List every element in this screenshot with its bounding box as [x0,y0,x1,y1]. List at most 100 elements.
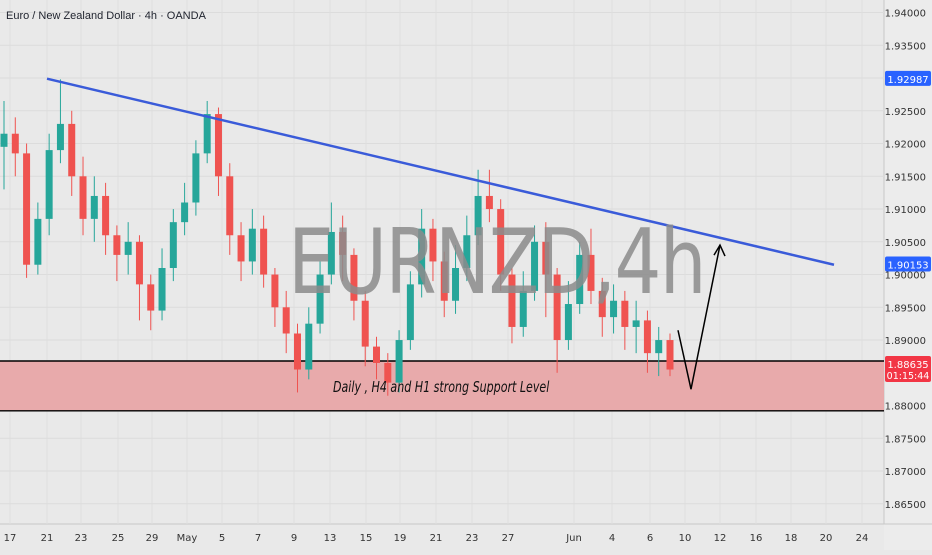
candle-body [632,320,640,327]
candle-body [440,261,448,301]
candle-body [463,235,471,268]
candle-body [316,274,324,324]
candle-body [158,268,166,311]
y-tick-label: 1.89000 [885,336,926,347]
y-tick-label: 1.91500 [885,172,926,183]
candle-body [192,153,200,203]
candle-body [361,300,369,347]
y-tick-label: 1.94000 [885,9,926,20]
candle-body [553,274,561,341]
candle-body [508,274,516,327]
x-tick-label: 13 [324,533,337,544]
candle-body [384,362,392,383]
candle-body [621,300,629,327]
y-tick-label: 1.86500 [885,500,926,511]
candle-body [56,123,64,151]
candle-body [531,241,539,291]
y-tick-label: 1.91000 [885,205,926,216]
x-tick-label: 23 [466,533,479,544]
candle-body [68,123,76,177]
chart-title: Euro / New Zealand Dollar · 4h · OANDA [6,10,206,22]
y-tick-label: 1.90000 [885,271,926,282]
candle-body [564,304,572,341]
candle-body [666,340,674,370]
candle-body [305,323,313,370]
candle-body [327,231,335,275]
x-tick-label: 7 [255,533,261,544]
candle-body [429,228,437,262]
top-level-price-label-bg [885,70,931,86]
candle-body [474,195,482,236]
y-tick-label: 1.87000 [885,467,926,478]
candle-body [45,150,53,219]
candle-body [282,307,290,334]
candle-body [0,133,8,147]
candle-body [214,114,222,177]
y-tick-label: 1.92500 [885,107,926,118]
candle-body [598,290,606,318]
candle-body [124,241,132,255]
descending-trendline [46,77,835,266]
projection-arrow-path [677,244,721,390]
candle-body [248,228,256,262]
candle-body [485,195,493,210]
x-tick-label: 4 [609,533,615,544]
candle-body [339,231,347,255]
candle-body [293,333,301,370]
x-tick-label: 16 [750,533,763,544]
candle-body [102,195,110,236]
current-price-label-countdown: 01:15:44 [887,371,930,382]
top-level-price-label: 1.92987 [887,75,928,86]
x-tick-label: 20 [820,533,833,544]
candle-body [203,114,211,154]
candle-body [260,228,268,275]
candle-body [23,153,31,265]
candle-body [181,202,189,223]
x-tick-label: 15 [360,533,373,544]
candle-body [655,340,663,354]
x-tick-label: 19 [394,533,407,544]
candle-body [418,228,426,285]
candle-body [406,284,414,341]
candle-body [271,274,279,308]
x-tick-label: 21 [430,533,443,544]
x-tick-label: 10 [679,533,692,544]
support-zone-label: Daily , H4 and H1 strong Support Level [333,378,550,396]
trendline-price-label-bg [885,256,931,272]
candle-body [226,176,234,236]
candle-body [79,176,87,219]
x-tick-label: 21 [41,533,54,544]
candle-body [34,218,42,265]
candle-body [147,284,155,311]
candle-body [11,133,19,154]
candle-body [542,241,550,275]
x-tick-label: 29 [146,533,159,544]
candle-body [519,290,527,327]
y-tick-label: 1.88000 [885,402,926,413]
candle-body [497,209,505,275]
x-tick-label: 25 [112,533,125,544]
x-tick-label: May [177,533,198,544]
x-tick-label: 18 [785,533,798,544]
x-tick-label: 24 [856,533,869,544]
candle-body [90,195,98,219]
candle-body [587,254,595,291]
candle-body [169,222,177,268]
y-tick-label: 1.90500 [885,238,926,249]
candle-body [113,235,121,255]
x-tick-label: 17 [4,533,17,544]
candle-body [373,346,381,363]
candle-body [576,254,584,305]
symbol-watermark: EURNZD,4h [288,210,707,315]
x-tick-label: 9 [291,533,297,544]
y-tick-label: 1.89500 [885,303,926,314]
candle-body [610,300,618,318]
x-tick-label: 23 [75,533,88,544]
candle-body [452,268,460,301]
x-tick-label: 27 [502,533,515,544]
candle-body [643,320,651,354]
y-tick-label: 1.93500 [885,41,926,52]
current-price-label-bg [885,355,931,382]
